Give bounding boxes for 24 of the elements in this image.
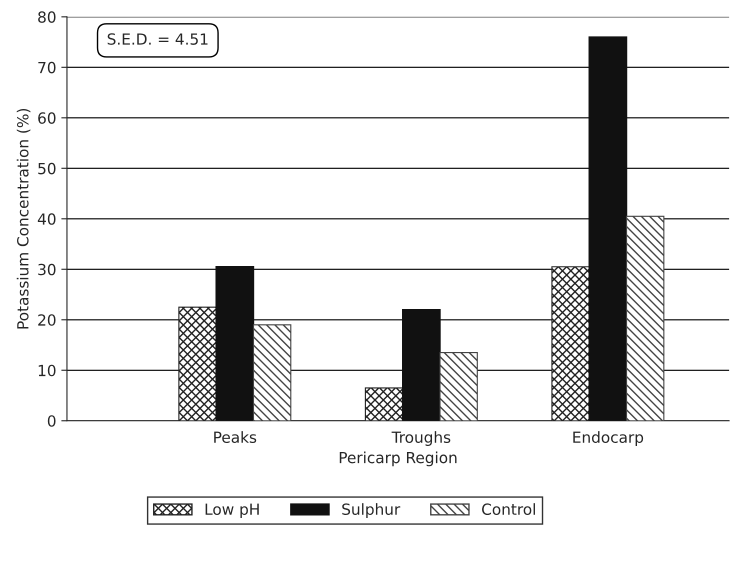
bar: [588, 36, 628, 421]
bar: [252, 324, 292, 421]
y-tick-label: 10: [38, 364, 56, 376]
bar: [439, 352, 478, 421]
x-tick-label: Endocarp: [573, 431, 644, 446]
bar: [626, 216, 664, 421]
x-axis-title: Pericarp Region: [340, 452, 456, 466]
bar: [402, 308, 441, 421]
legend-label: Control: [482, 503, 535, 515]
y-axis-title: Potassium Concentration (%): [16, 108, 30, 328]
annotation: S.E.D. = 4.51: [108, 33, 208, 45]
legend-label: Low pH: [206, 504, 259, 518]
y-tick-label: 60: [38, 112, 56, 124]
y-tick-label: 0: [48, 415, 56, 427]
x-tick-label: Peaks: [214, 431, 256, 443]
y-tick-label: 40: [38, 213, 56, 225]
y-tick-label: 30: [38, 264, 56, 276]
x-tick-label: Troughs: [392, 431, 450, 446]
y-tick-label: 70: [38, 62, 56, 74]
bar: [215, 266, 254, 421]
y-tick-label: 50: [38, 162, 56, 174]
y-tick-label: 80: [38, 11, 56, 23]
y-tick-label: 20: [38, 314, 56, 326]
legend-label: Sulphur: [342, 503, 400, 518]
